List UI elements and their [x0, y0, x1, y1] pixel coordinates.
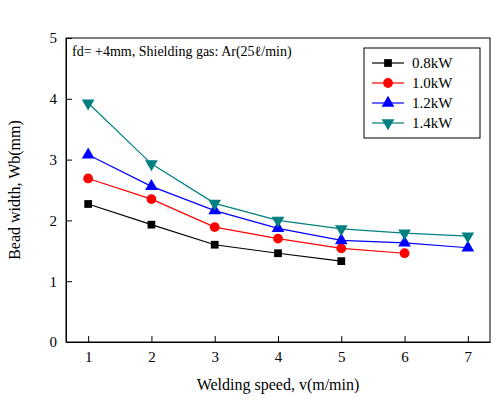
series-marker	[208, 200, 221, 211]
tick-mark	[151, 336, 152, 342]
y-axis-title: Bead width, Wb(mm)	[6, 120, 24, 260]
tick: 0	[50, 334, 73, 350]
tick-label: 4	[50, 91, 58, 107]
series-marker	[82, 99, 95, 110]
tick-mark	[468, 336, 469, 342]
legend-box	[364, 48, 480, 138]
tick-mark	[278, 336, 279, 342]
tick: 4	[275, 336, 283, 365]
tick-label: 1	[50, 274, 58, 290]
tick-mark	[88, 336, 89, 342]
plot-frame	[66, 38, 490, 342]
plot: 1 2 3 4 5 6 7 0 1 2 3 4 5 fd= +4mm, Shielding gas: Ar…	[50, 30, 491, 364]
tick-label: 3	[50, 152, 58, 168]
legend-marker	[383, 78, 393, 88]
tick-mark	[66, 160, 72, 161]
tick: 3	[50, 152, 73, 168]
tick-mark	[66, 220, 72, 221]
legend-label: 1.4kW	[412, 115, 453, 131]
tick-mark	[341, 336, 342, 342]
tick: 5	[338, 336, 346, 365]
legend: 0.8kW 1.0kW 1.2kW 1.4kW	[364, 48, 480, 138]
series-marker	[84, 200, 92, 208]
tick: 6	[401, 336, 409, 365]
tick: 1	[85, 336, 93, 365]
legend-marker	[384, 59, 392, 67]
tick-label: 3	[211, 349, 219, 365]
tick: 4	[50, 91, 73, 107]
series-marker	[337, 257, 345, 265]
legend-marker	[382, 119, 395, 130]
x-axis-title: Welding speed, v(m/min)	[197, 376, 360, 394]
series-marker	[461, 233, 474, 244]
y-axis: 0 1 2 3 4 5	[50, 30, 73, 350]
series-marker	[336, 243, 346, 253]
tick: 5	[50, 30, 73, 46]
series-marker	[335, 225, 348, 236]
series-marker	[145, 160, 158, 171]
tick-label: 2	[50, 213, 58, 229]
series-line	[88, 178, 404, 253]
series-marker	[148, 221, 156, 229]
x-axis: 1 2 3 4 5 6 7	[67, 336, 491, 365]
legend-marker	[382, 96, 395, 107]
legend-label: 1.0kW	[412, 75, 453, 91]
series-marker	[272, 217, 285, 228]
tick-mark	[66, 342, 72, 343]
tick: 7	[465, 336, 473, 365]
series-marker	[210, 222, 220, 232]
series-group	[82, 99, 474, 265]
legend-label: 0.8kW	[412, 55, 453, 71]
series-marker	[147, 194, 157, 204]
series-marker	[398, 229, 411, 240]
tick-mark	[215, 336, 216, 342]
series-marker	[211, 241, 219, 249]
series-marker	[83, 174, 93, 184]
series-marker	[274, 249, 282, 257]
tick-label: 2	[148, 349, 156, 365]
tick-mark	[66, 38, 72, 39]
series-marker	[400, 248, 410, 258]
tick-mark	[66, 281, 72, 282]
chart: 1 2 3 4 5 6 7 0 1 2 3 4 5 fd= +4mm, Shielding gas: Ar…	[0, 0, 498, 404]
axis-line	[67, 342, 491, 343]
tick-label: 6	[401, 349, 409, 365]
tick-label: 4	[275, 349, 283, 365]
axis-line	[66, 39, 67, 343]
series-marker	[145, 179, 158, 190]
annotation: fd= +4mm, Shielding gas: Ar(25ℓ/min)	[72, 44, 292, 60]
legend-label: 1.2kW	[412, 95, 453, 111]
tick-label: 1	[85, 349, 93, 365]
tick: 3	[211, 336, 219, 365]
tick-label: 5	[50, 30, 58, 46]
tick-label: 5	[338, 349, 346, 365]
tick-mark	[66, 99, 72, 100]
series-marker	[273, 234, 283, 244]
tick-mark	[405, 336, 406, 342]
tick: 1	[50, 274, 73, 290]
series-marker	[82, 147, 95, 158]
tick-label: 7	[465, 349, 473, 365]
tick: 2	[50, 213, 73, 229]
tick-label: 0	[50, 334, 58, 350]
tick: 2	[148, 336, 156, 365]
